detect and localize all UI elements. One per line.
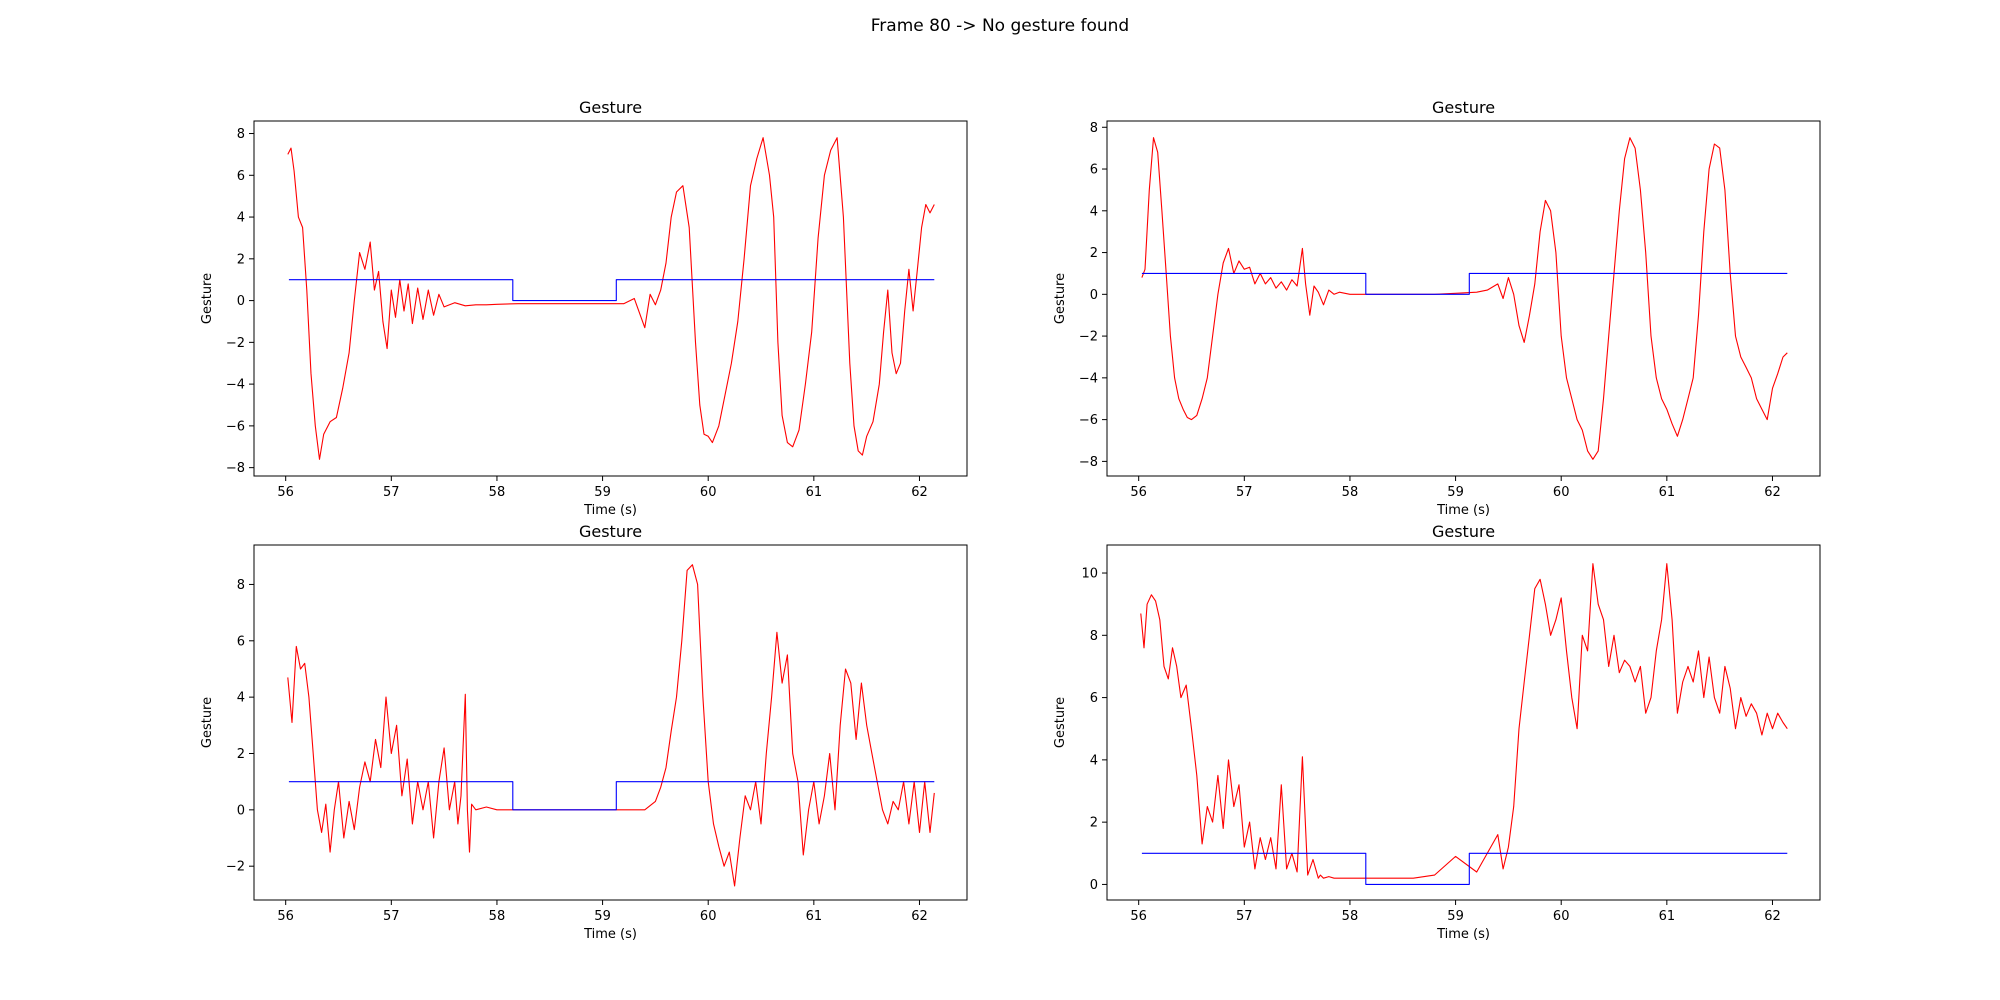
chart-top-left: Gesture 56 57 58 59 60 61 62 −8 −6 −4 −2 0 2 4 6 8 Time (…: [200, 98, 968, 518]
plot-frame: [253, 120, 968, 477]
x-tick-label: 56: [1130, 485, 1147, 500]
y-tick-label: −6: [226, 419, 245, 434]
x-tick-label: 59: [1447, 485, 1464, 500]
y-tick-label: −4: [226, 378, 245, 393]
series-line-signal: [1141, 137, 1788, 460]
x-tick-label: 56: [277, 909, 294, 924]
y-tick-label: −2: [1079, 330, 1098, 345]
y-tick-label: −8: [226, 461, 245, 476]
y-tick-label: 4: [1090, 204, 1098, 219]
y-tick-label: 2: [237, 747, 245, 762]
y-tick-label: 8: [237, 127, 245, 142]
x-axis-label: Time (s): [583, 503, 637, 518]
x-tick-label: 60: [1553, 909, 1570, 924]
x-tick-label: 61: [1659, 909, 1676, 924]
x-tick-label: 59: [1447, 909, 1464, 924]
y-tick-label: 6: [1090, 691, 1098, 706]
y-tick-label: −2: [226, 336, 245, 351]
x-axis-label: Time (s): [1436, 927, 1490, 942]
y-tick-label: 8: [1090, 121, 1098, 136]
x-tick-label: 59: [594, 485, 611, 500]
series-line-signal: [1140, 563, 1788, 879]
x-tick-label: 60: [700, 485, 717, 500]
y-tick-label: −4: [1079, 371, 1098, 386]
series-line-label: [1141, 852, 1788, 885]
x-tick-label: 57: [1236, 909, 1253, 924]
x-tick-label: 58: [1342, 909, 1359, 924]
y-tick-label: 4: [237, 211, 245, 226]
y-tick-label: 6: [237, 634, 245, 649]
x-tick-label: 60: [1553, 485, 1570, 500]
y-axis-label: Gesture: [1053, 697, 1068, 748]
y-tick-label: 0: [1090, 288, 1098, 303]
x-tick-label: 56: [1130, 909, 1147, 924]
plot-frame: [1106, 120, 1821, 477]
chart-title: Gesture: [579, 98, 642, 117]
y-tick-label: −8: [1079, 455, 1098, 470]
x-tick-label: 58: [489, 485, 506, 500]
chart-bottom-right: Gesture 56 57 58 59 60 61 62 0 2 4 6 8 10 Time (s) Gest…: [1053, 522, 1821, 942]
y-tick-label: 0: [237, 294, 245, 309]
chart-bottom-left: Gesture 56 57 58 59 60 61 62 −2 0 2 4 6 8 Time (s) Gest…: [200, 522, 968, 942]
series-line-signal: [287, 564, 935, 887]
y-tick-label: 10: [1081, 567, 1098, 582]
x-tick-label: 59: [594, 909, 611, 924]
y-tick-label: 6: [237, 169, 245, 184]
series-line-signal: [287, 137, 935, 460]
y-axis-label: Gesture: [200, 697, 215, 748]
plot-frame: [253, 544, 968, 901]
y-tick-label: 6: [1090, 163, 1098, 178]
y-tick-label: 4: [237, 691, 245, 706]
x-tick-label: 62: [1764, 485, 1781, 500]
chart-top-right: Gesture 56 57 58 59 60 61 62 −8 −6 −4 −2 0 2 4 6 8 Time (…: [1053, 98, 1821, 518]
x-tick-label: 57: [1236, 485, 1253, 500]
plot-frame: [1106, 544, 1821, 901]
y-tick-label: 2: [1090, 816, 1098, 831]
chart-title: Gesture: [1432, 98, 1495, 117]
y-tick-label: −2: [226, 860, 245, 875]
x-tick-label: 61: [806, 909, 823, 924]
y-axis-label: Gesture: [1053, 273, 1068, 324]
y-tick-label: 0: [1090, 878, 1098, 893]
x-axis-label: Time (s): [583, 927, 637, 942]
figure-suptitle: Frame 80 -> No gesture found: [870, 16, 1130, 36]
x-tick-label: 60: [700, 909, 717, 924]
y-axis-label: Gesture: [200, 273, 215, 324]
x-tick-label: 58: [489, 909, 506, 924]
y-tick-label: 4: [1090, 753, 1098, 768]
x-tick-label: 57: [383, 909, 400, 924]
y-tick-label: 2: [237, 252, 245, 267]
x-tick-label: 58: [1342, 485, 1359, 500]
series-line-label: [1141, 272, 1788, 295]
x-tick-label: 61: [806, 485, 823, 500]
series-line-label: [288, 781, 935, 811]
chart-title: Gesture: [1432, 522, 1495, 541]
y-tick-label: 8: [237, 578, 245, 593]
x-axis-label: Time (s): [1436, 503, 1490, 518]
y-tick-label: −6: [1079, 413, 1098, 428]
y-tick-label: 0: [237, 803, 245, 818]
chart-title: Gesture: [579, 522, 642, 541]
y-tick-label: 8: [1090, 629, 1098, 644]
x-tick-label: 56: [277, 485, 294, 500]
x-tick-label: 62: [911, 485, 928, 500]
y-tick-label: 2: [1090, 246, 1098, 261]
x-tick-label: 62: [911, 909, 928, 924]
x-tick-label: 57: [383, 485, 400, 500]
series-line-label: [288, 279, 935, 302]
x-tick-label: 62: [1764, 909, 1781, 924]
x-tick-label: 61: [1659, 485, 1676, 500]
